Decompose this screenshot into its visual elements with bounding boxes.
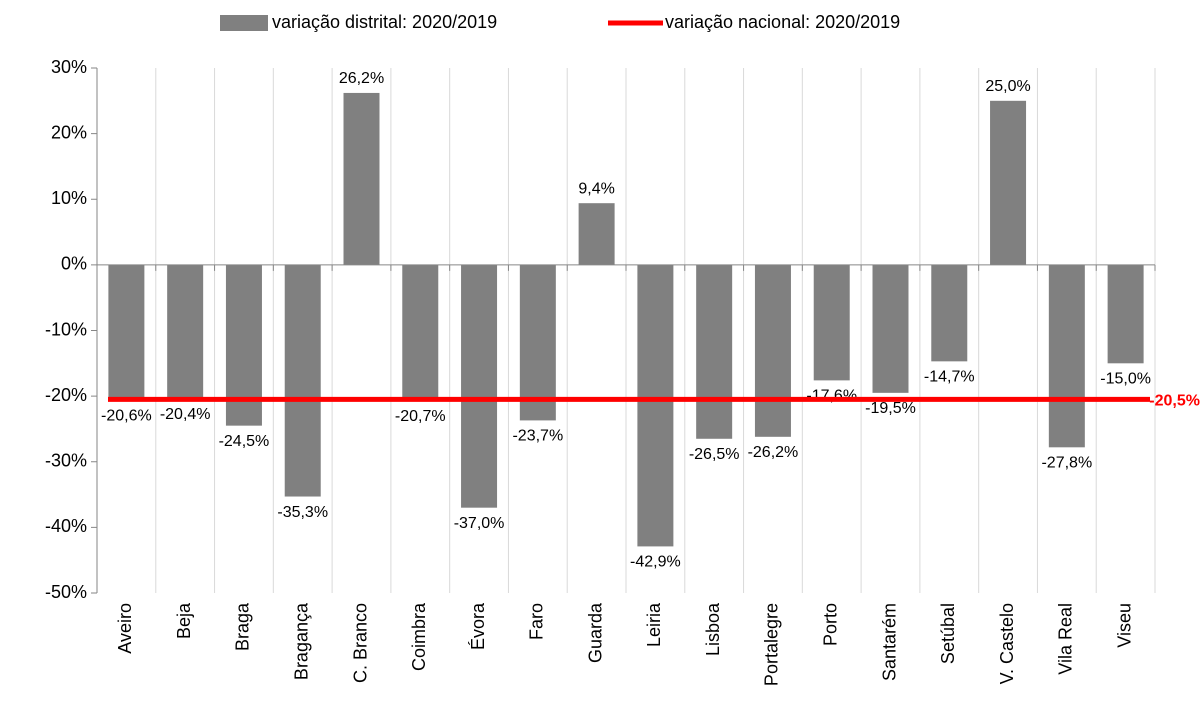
value-label: -35,3% xyxy=(277,504,328,521)
value-label: -15,0% xyxy=(1100,371,1151,388)
value-label: -20,4% xyxy=(160,406,211,423)
bar xyxy=(931,264,968,362)
y-tick-label: 20% xyxy=(51,122,87,142)
x-tick-label: Lisboa xyxy=(703,602,723,656)
x-tick-label: Setúbal xyxy=(938,603,958,664)
x-tick-label: Guarda xyxy=(585,602,605,663)
x-tick-label: Santarém xyxy=(879,603,899,681)
value-label: -26,2% xyxy=(748,444,799,461)
bar xyxy=(1107,264,1144,364)
y-tick-label: -40% xyxy=(45,516,87,536)
x-tick-label: Beja xyxy=(174,602,194,639)
bar xyxy=(872,264,909,393)
legend-swatch xyxy=(220,15,268,31)
value-label: -19,5% xyxy=(865,400,916,417)
x-tick-label: Leiria xyxy=(644,602,664,647)
bar xyxy=(578,203,615,265)
bar xyxy=(637,264,674,547)
bar xyxy=(696,264,733,439)
y-tick-label: -30% xyxy=(45,451,87,471)
y-tick-label: 30% xyxy=(51,57,87,77)
value-label: -20,6% xyxy=(101,407,152,424)
value-label: -27,8% xyxy=(1041,455,1092,472)
y-tick-label: -10% xyxy=(45,319,87,339)
bar xyxy=(461,264,498,508)
x-tick-label: C. Branco xyxy=(350,603,370,683)
bar xyxy=(754,264,791,437)
bar xyxy=(402,264,439,401)
x-tick-label: Bragança xyxy=(291,602,311,680)
value-label: -37,0% xyxy=(454,515,505,532)
x-tick-label: Portalegre xyxy=(762,603,782,686)
bar xyxy=(284,264,321,497)
legend-label: variação distrital: 2020/2019 xyxy=(272,12,497,32)
y-tick-label: 0% xyxy=(61,254,87,274)
bar xyxy=(167,264,204,399)
value-label: 26,2% xyxy=(339,70,384,87)
x-tick-label: Faro xyxy=(527,603,547,640)
value-label: 9,4% xyxy=(578,180,614,197)
value-label: 25,0% xyxy=(985,78,1030,95)
x-tick-label: Porto xyxy=(820,603,840,646)
bar xyxy=(1048,264,1085,448)
bar xyxy=(519,264,556,421)
y-tick-label: -50% xyxy=(45,582,87,602)
y-tick-label: -20% xyxy=(45,385,87,405)
value-label: -14,7% xyxy=(924,369,975,386)
x-tick-label: Coimbra xyxy=(409,602,429,671)
bar xyxy=(108,264,145,401)
bar xyxy=(813,264,850,381)
x-tick-label: V. Castelo xyxy=(997,603,1017,684)
y-tick-label: 10% xyxy=(51,188,87,208)
x-tick-label: Vila Real xyxy=(1056,603,1076,675)
bar xyxy=(343,92,380,265)
value-label: -23,7% xyxy=(512,428,563,445)
value-label: -26,5% xyxy=(689,446,740,463)
bar xyxy=(990,100,1027,265)
reference-label: -20,5% xyxy=(1149,393,1200,410)
legend-label: variação nacional: 2020/2019 xyxy=(665,12,900,32)
value-label: -42,9% xyxy=(630,554,681,571)
x-tick-label: Aveiro xyxy=(115,603,135,654)
x-tick-label: Braga xyxy=(233,602,253,651)
value-label: -17,6% xyxy=(806,388,857,405)
x-tick-label: Viseu xyxy=(1114,603,1134,648)
x-tick-label: Évora xyxy=(468,602,488,650)
value-label: -20,7% xyxy=(395,408,446,425)
value-label: -24,5% xyxy=(219,433,270,450)
